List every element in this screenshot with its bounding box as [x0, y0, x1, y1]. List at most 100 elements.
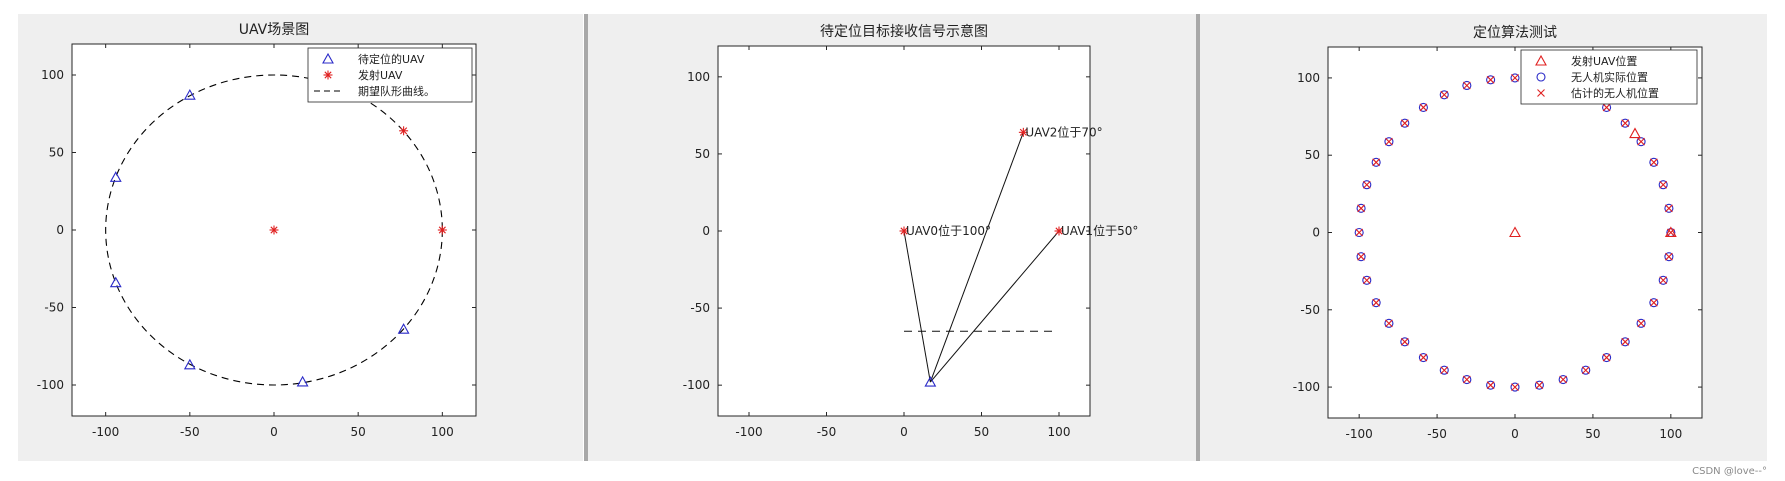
estimated-position-marker: [1511, 383, 1519, 391]
y-tick-label-1: 50: [49, 146, 64, 160]
y-tick-label-3: -50: [1300, 303, 1320, 317]
panel-separator-1[interactable]: [584, 14, 588, 461]
emitter-uav-marker-stroke: [400, 127, 408, 135]
actual-position-marker: [1384, 318, 1394, 328]
estimated-position-marker-stroke-b: [1637, 137, 1645, 146]
actual-position-marker: [1439, 365, 1449, 375]
legend-box-3: [1520, 49, 1698, 105]
actual-position-marker: [1649, 157, 1659, 167]
estimated-position-marker-stroke-b: [1419, 353, 1428, 362]
emitter-uav-marker-stroke: [270, 226, 278, 234]
estimated-position-marker: [1419, 353, 1428, 362]
target-uav-marker-shape: [397, 323, 410, 334]
actual-position-marker: [1620, 118, 1630, 128]
estimated-position-marker-stroke-b: [1511, 74, 1519, 82]
actual-position-marker: [1602, 353, 1612, 363]
actual-position-marker-shape: [1462, 374, 1472, 385]
estimated-position-marker: [1357, 204, 1365, 213]
estimated-position-marker: [1385, 319, 1393, 328]
actual-position-marker-shape: [1620, 337, 1630, 347]
actual-position-marker-shape: [1486, 380, 1496, 390]
x-tick-label-3: 0: [1511, 427, 1519, 441]
emitter-uav-marker-stroke: [1055, 227, 1063, 235]
x-tick-label-3: -100: [1346, 427, 1373, 441]
actual-position-marker: [1400, 337, 1410, 347]
actual-position-marker-shape: [1384, 318, 1394, 328]
legend-label-1: 期望队形曲线。: [358, 84, 435, 98]
actual-position-marker: [1510, 382, 1520, 392]
actual-position-marker-shape: [1371, 298, 1381, 308]
estimated-position-marker-stroke-b: [1535, 381, 1544, 390]
estimated-position-marker: [1400, 119, 1409, 128]
actual-position-marker-shape: [1418, 102, 1428, 112]
estimated-position-marker: [1440, 90, 1449, 99]
actual-position-marker-shape: [1371, 157, 1381, 167]
estimated-position-marker-stroke-b: [1357, 252, 1365, 261]
y-tick-label-2: 0: [702, 224, 710, 238]
actual-position-marker: [1636, 318, 1646, 328]
y-tick-label-3: -100: [1293, 380, 1320, 394]
x-tick-label-3: 100: [1659, 427, 1682, 441]
actual-position-marker-shape: [1439, 365, 1449, 375]
estimated-position-marker-stroke-b: [1621, 119, 1630, 128]
y-tick-label-3: 0: [1312, 226, 1320, 240]
actual-position-marker: [1620, 337, 1630, 347]
y-tick-label-2: 50: [695, 147, 710, 161]
legend-marker-1-shape: [322, 52, 334, 64]
y-tick-label-3: 100: [1297, 71, 1320, 85]
actual-position-marker-shape: [1664, 252, 1674, 262]
estimated-position-marker: [1602, 103, 1611, 112]
actual-position-marker: [1486, 75, 1496, 85]
estimated-position-marker-stroke-b: [1462, 81, 1471, 90]
estimated-position-marker-stroke-b: [1621, 337, 1630, 346]
target-uav-marker: [183, 358, 196, 370]
actual-position-marker-shape: [1356, 203, 1366, 213]
estimated-position-marker: [1355, 228, 1364, 237]
legend-marker-1-stroke: [324, 71, 332, 79]
estimated-position-marker-stroke-b: [1372, 158, 1381, 167]
estimated-position-marker-stroke-b: [1357, 204, 1365, 213]
emitter-label: UAV0位于100°: [906, 223, 991, 238]
legend-label-1: 待定位的UAV: [358, 52, 425, 66]
target-uav-marker: [397, 323, 410, 334]
actual-position-marker: [1371, 157, 1381, 167]
chart-title-1: UAV场景图: [239, 22, 310, 38]
estimated-position-marker-stroke-b: [1440, 366, 1449, 375]
estimated-position-marker-stroke-b: [1486, 75, 1495, 84]
emitter-position-marker: [1629, 127, 1641, 139]
emitter-position-marker-shape: [1664, 226, 1677, 238]
actual-position-marker-shape: [1439, 90, 1449, 100]
estimated-position-marker: [1372, 158, 1381, 167]
estimated-position-marker: [1665, 252, 1673, 261]
estimated-position-marker-stroke-b: [1419, 103, 1428, 112]
estimated-position-marker: [1659, 180, 1668, 189]
target-uav-marker-shape: [296, 375, 309, 387]
target-uav-marker-shape: [183, 358, 196, 370]
estimated-position-marker: [1362, 276, 1371, 285]
emitter-uav-marker-stroke: [900, 227, 908, 235]
estimated-position-marker-stroke-b: [1665, 252, 1673, 261]
estimated-position-marker: [1419, 103, 1428, 112]
actual-position-marker: [1371, 298, 1381, 308]
estimated-position-marker-stroke-b: [1559, 375, 1568, 384]
y-tick-label-3: 50: [1305, 148, 1320, 162]
estimated-position-marker-stroke-b: [1400, 119, 1409, 128]
y-tick-label-1: -100: [37, 378, 64, 392]
estimated-position-marker: [1400, 337, 1409, 346]
estimated-position-marker: [1665, 204, 1673, 213]
estimated-position-marker: [1385, 137, 1393, 146]
y-tick-label-1: 100: [41, 68, 64, 82]
actual-position-marker-shape: [1510, 73, 1520, 83]
emitter-position-marker-shape: [1509, 226, 1521, 238]
target-uav-marker: [183, 89, 196, 100]
panel-separator-2[interactable]: [1196, 14, 1200, 461]
actual-position-marker: [1362, 275, 1372, 285]
legend-label-3: 发射UAV位置: [1571, 54, 1637, 68]
estimated-position-marker-stroke-b: [1355, 228, 1364, 237]
actual-position-marker-shape: [1658, 275, 1668, 285]
legend-marker-3: [1536, 72, 1546, 82]
estimated-position-marker-stroke-b: [1486, 381, 1495, 390]
estimated-position-marker: [1535, 381, 1544, 390]
estimated-position-marker-stroke-b: [1385, 137, 1393, 146]
chart-title-2: 待定位目标接收信号示意图: [820, 23, 988, 40]
